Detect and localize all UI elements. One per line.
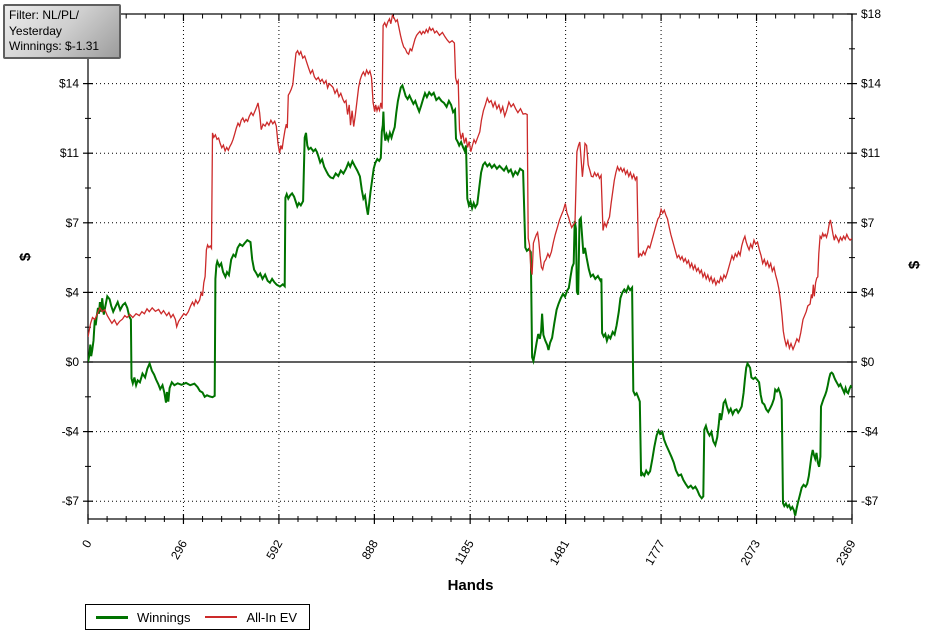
tooltip-period-line: Yesterday xyxy=(9,23,62,38)
y-tick-label-left: $0 xyxy=(66,355,80,369)
allin-ev-line-swatch xyxy=(205,616,238,618)
x-tick-label: 1481 xyxy=(547,537,573,567)
y-tick-label-left: -$4 xyxy=(62,425,80,439)
y-tick-label-left: $7 xyxy=(66,216,80,230)
legend-item-winnings: Winnings xyxy=(96,610,190,625)
plot-area[interactable] xyxy=(88,14,852,519)
chart-legend: Winnings All-In EV xyxy=(85,604,311,630)
y-tick-label-right: $11 xyxy=(861,146,880,160)
winnings-series[interactable] xyxy=(88,83,852,516)
y-tick-label-right: $4 xyxy=(861,285,875,299)
y-tick-label-right: $14 xyxy=(861,77,881,91)
x-tick-label: 1777 xyxy=(642,537,668,567)
legend-label-winnings: Winnings xyxy=(137,609,191,625)
y-tick-label-left: $14 xyxy=(59,77,79,91)
y-tick-label-left: -$7 xyxy=(62,494,80,508)
y-tick-label-right: -$7 xyxy=(861,494,879,508)
y-axis-title-left: $ xyxy=(17,252,34,262)
y-tick-label-right: -$4 xyxy=(861,425,879,439)
all-in-ev-series[interactable] xyxy=(88,14,852,352)
x-tick-label: 592 xyxy=(263,537,285,562)
x-tick-label: 0 xyxy=(79,537,95,550)
x-tick-label: 2073 xyxy=(738,537,764,567)
x-axis-title: Hands xyxy=(447,577,494,594)
legend-item-allin-ev: All-In EV xyxy=(205,610,297,625)
y-tick-label-right: $0 xyxy=(861,355,875,369)
x-tick-label: 296 xyxy=(168,537,190,562)
tooltip-filter-line: Filter: NL/PL/ xyxy=(9,8,80,22)
y-tick-label-right: $18 xyxy=(861,7,881,21)
y-axis-title-right: $ xyxy=(906,260,923,270)
y-tick-label-right: $7 xyxy=(861,216,875,230)
y-tick-label-left: $4 xyxy=(66,285,80,299)
y-tick-label-left: $11 xyxy=(60,146,79,160)
filter-tooltip: Filter: NL/PL/ Yesterday Winnings: $-1.3… xyxy=(3,4,121,59)
x-tick-label: 2369 xyxy=(833,537,859,567)
legend-label-allin-ev: All-In EV xyxy=(246,609,298,625)
x-tick-label: 1185 xyxy=(452,537,477,567)
tooltip-winnings-line: Winnings: $-1.31 xyxy=(9,39,100,53)
x-tick-label: 888 xyxy=(359,537,381,562)
winnings-line-swatch xyxy=(96,615,128,619)
